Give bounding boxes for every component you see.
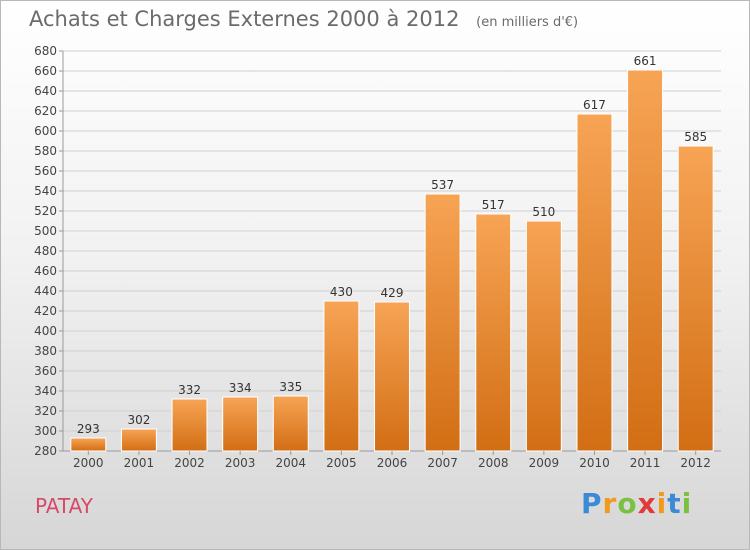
y-tick-label: 280	[34, 444, 57, 458]
bar-value-label: 334	[229, 381, 252, 395]
bar-value-label: 585	[684, 130, 707, 144]
bar-2011	[627, 69, 664, 452]
bar-value-label: 510	[532, 205, 555, 219]
bar-value-label: 661	[634, 54, 657, 68]
x-tick-label: 2012	[680, 456, 711, 470]
x-tick-label: 2010	[579, 456, 610, 470]
y-tick-label: 360	[34, 364, 57, 378]
x-tick-label: 2006	[377, 456, 408, 470]
y-tick-label: 320	[34, 404, 57, 418]
bar-value-label: 335	[279, 380, 302, 394]
x-tick-label: 2007	[427, 456, 458, 470]
bar-value-label: 430	[330, 285, 353, 299]
bar-value-label: 517	[482, 198, 505, 212]
chart-title-text: Achats et Charges Externes 2000 à 2012	[29, 7, 460, 31]
y-tick-label: 680	[34, 44, 57, 58]
logo-letter: t	[667, 487, 682, 520]
bar-2012	[677, 145, 714, 452]
chart-title: Achats et Charges Externes 2000 à 2012 (…	[29, 7, 578, 31]
bar-2003	[222, 396, 259, 452]
bar-2001	[120, 428, 157, 452]
chart-unit: (en milliers d'€)	[476, 15, 579, 30]
bar-2005	[323, 300, 360, 452]
x-tick-label: 2002	[174, 456, 205, 470]
y-tick-label: 540	[34, 184, 57, 198]
logo-letter: P	[581, 487, 603, 520]
y-tick-label: 400	[34, 324, 57, 338]
logo-letter: i	[656, 487, 668, 520]
y-tick-label: 600	[34, 124, 57, 138]
logo-letter: x	[637, 487, 657, 520]
y-tick-label: 480	[34, 244, 57, 258]
y-tick-label: 440	[34, 284, 57, 298]
logo-letter: i	[681, 487, 693, 520]
bar-value-label: 617	[583, 98, 606, 112]
bar-2004	[272, 395, 309, 452]
bar-value-label: 429	[381, 286, 404, 300]
y-tick-label: 520	[34, 204, 57, 218]
y-tick-label: 340	[34, 384, 57, 398]
y-tick-label: 460	[34, 264, 57, 278]
bar-2006	[374, 301, 410, 452]
x-tick-label: 2000	[73, 456, 104, 470]
y-tick-label: 660	[34, 64, 57, 78]
bar-value-label: 537	[431, 178, 454, 192]
x-tick-label: 2003	[225, 456, 256, 470]
city-name: PATAY	[35, 494, 93, 518]
bar-2007	[424, 193, 461, 452]
bar-2002	[171, 398, 208, 452]
y-tick-label: 500	[34, 224, 57, 238]
bar-chart: 280 300 320 340 360 380 400 420 440 460 480 500 520 5…	[34, 44, 721, 470]
bar-2010	[576, 113, 613, 452]
x-tick-label: 2009	[529, 456, 560, 470]
x-tick-label: 2011	[630, 456, 661, 470]
logo-letter: r	[602, 487, 618, 520]
y-tick-label: 300	[34, 424, 57, 438]
y-tick-label: 640	[34, 84, 57, 98]
bar-2009	[525, 220, 562, 452]
y-tick-label: 580	[34, 144, 57, 158]
bar-2008	[475, 213, 512, 452]
x-tick-label: 2005	[326, 456, 357, 470]
x-tick-label: 2004	[275, 456, 306, 470]
x-tick-label: 2008	[478, 456, 509, 470]
bar-value-label: 293	[77, 422, 100, 436]
y-tick-label: 620	[34, 104, 57, 118]
logo-letter: o	[617, 487, 638, 520]
bar-2000	[70, 437, 107, 452]
y-tick-label: 380	[34, 344, 57, 358]
y-tick-label: 560	[34, 164, 57, 178]
proxiti-logo: Proxiti	[581, 487, 692, 520]
bar-value-label: 302	[127, 413, 150, 427]
x-tick-label: 2001	[124, 456, 155, 470]
y-tick-label: 420	[34, 304, 57, 318]
bar-value-label: 332	[178, 383, 201, 397]
